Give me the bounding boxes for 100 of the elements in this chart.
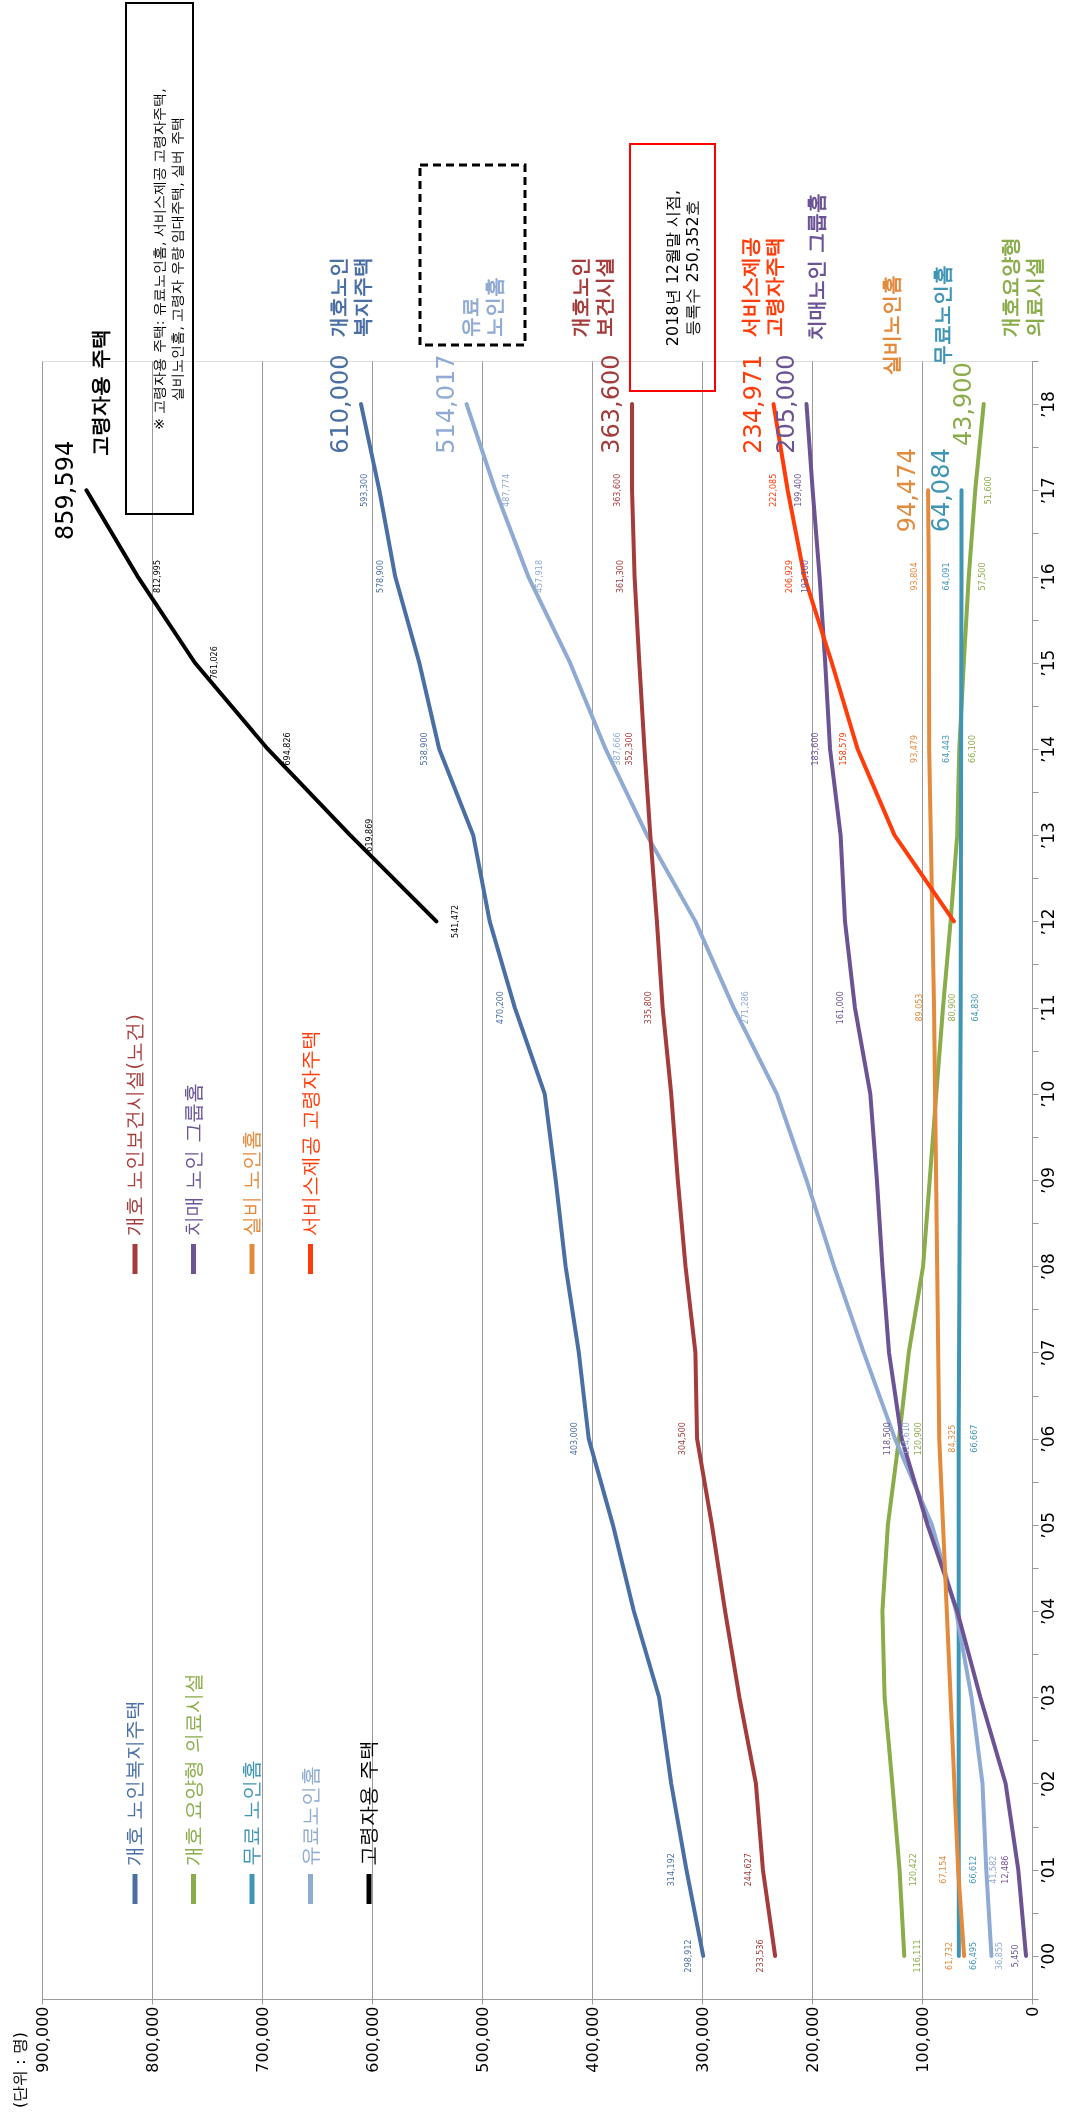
y-tick-label: ’06 [1037,1425,1058,1453]
x-tick-label: 800,000 [142,2006,162,2073]
y-tick-label: ’18 [1037,391,1058,419]
data-label: 93,804 [909,562,919,591]
data-label: 271,286 [740,991,750,1025]
data-label: 363,600 [597,354,626,454]
text: 서비스제공 고령자주택 [297,1029,322,1236]
text: 개호 노인보건시설(노건) [122,1014,146,1236]
data-label: 233,536 [756,1939,766,1973]
data-label: 158,579 [838,732,848,766]
data-label: 363,600 [613,473,623,507]
data-label: 120,422 [908,1853,918,1887]
x-tick-label: 600,000 [362,2006,382,2073]
text: 치매 노인 그룹홈 [180,1083,205,1236]
data-label: 5,450 [1011,1944,1021,1968]
x-tick-label: 200,000 [802,2006,822,2073]
data-label: 80,900 [948,993,958,1022]
data-label: 67,154 [939,1855,949,1884]
data-label: 118,500 [882,1422,892,1456]
data-label: 64,084 [926,448,955,533]
y-tick-label: ’13 [1037,822,1058,850]
data-label: 36,855 [995,1941,1005,1970]
data-label: 538,900 [420,732,430,766]
data-label: 89,053 [915,993,925,1022]
data-label: 66,612 [968,1855,978,1884]
y-tick-label: ’07 [1037,1339,1058,1367]
annotation: 실비노인홈 [879,275,903,375]
x-tick-label: 100,000 [912,2006,932,2073]
data-label: 193,100 [800,559,810,594]
data-label: 94,474 [893,448,922,533]
data-label: 470,200 [495,991,505,1025]
y-tick-label: ’08 [1037,1253,1058,1281]
data-label: 487,774 [502,473,512,507]
text: 치매노인 그룹홈 [804,193,828,340]
data-label: 66,667 [969,1424,979,1453]
data-label: 124,610 [901,1422,911,1456]
data-label: 234,971 [738,354,767,454]
data-label: 116,111 [913,1939,923,1973]
data-label: 206,929 [785,559,795,594]
data-label: 812,995 [152,559,162,594]
data-label: 514,017 [431,354,460,454]
text: 무료 노인홈 [239,1759,263,1866]
y-tick-label: ’09 [1037,1166,1058,1195]
data-label: 578,900 [376,559,386,594]
x-tick-label: 500,000 [472,2006,492,2073]
text: 실비 노인홈 [239,1129,263,1236]
data-label: 120,900 [914,1422,924,1456]
y-tick-label: ’17 [1037,477,1058,505]
data-label: 51,600 [984,476,994,505]
y-tick-label: ’14 [1037,735,1058,763]
data-label: 244,627 [743,1853,753,1887]
data-label: 387,666 [612,732,622,766]
data-label: 859,594 [51,440,80,540]
x-tick-label: 0 [1022,2006,1042,2017]
data-label: 694,826 [282,732,292,766]
data-label: 12,486 [1001,1855,1011,1884]
text: 개호요양형 의료시설 [998,237,1046,337]
annotation: 고령자용 주택 [88,329,112,456]
text: 서비스제공 고령자주택 [738,237,786,337]
data-label: 93,479 [910,734,920,763]
text: 개호노인 복지주택 [326,257,374,337]
y-tick-label: ’01 [1037,1856,1058,1884]
data-label: 314,192 [667,1853,677,1887]
data-label: 66,495 [968,1941,978,1970]
data-label: 183,600 [811,732,821,766]
x-tick-label: 700,000 [252,2006,272,2073]
data-label: 761,026 [209,646,219,680]
x-tick-label: 300,000 [692,2006,712,2073]
y-tick-label: ’11 [1037,994,1058,1022]
data-label: 43,900 [948,362,977,447]
y-tick-label: ’10 [1037,1080,1058,1108]
data-label: 66,100 [968,734,978,763]
data-label: 161,000 [835,991,845,1025]
annotation: 무료노인홈 [930,265,954,365]
y-tick-label: ’16 [1037,563,1058,591]
data-label: 64,830 [970,993,980,1022]
text: 고령자용 주택 [356,1739,380,1866]
y-tick-label: ’02 [1037,1770,1058,1798]
y-tick-label: ’15 [1037,649,1058,677]
data-label: 304,500 [678,1422,688,1456]
x-tick-label: 400,000 [582,2006,602,2073]
text: 유료노인홈 [297,1766,322,1866]
data-label: 199,400 [793,473,803,507]
annotation: ※ 고령자용 주택: 유료노인홈, 서비스제공 고령자주택, 실비노인홈, 고령자 우량 임대주택, 실버 주택 [150,88,185,430]
text: 개호 노인복지주택 [122,1699,146,1866]
data-label: 64,443 [942,734,952,763]
text: 2018년 12월말 시점, 등록수 250,352호 [662,189,702,347]
text: (단위 : 명) [10,2031,29,2109]
data-label: 593,300 [360,473,370,507]
data-label: 222,085 [768,473,778,507]
data-label: 541,472 [451,904,461,938]
text: 개호 요양형 의료시설 [180,1673,205,1866]
data-label: 61,732 [945,1941,955,1970]
data-label: 403,000 [569,1422,579,1456]
data-label: 41,582 [989,1855,999,1884]
text: 유료 노인홈 [458,277,506,337]
y-tick-label: ’12 [1037,908,1058,936]
data-label: 205,000 [771,354,800,454]
text: 개호노인 보건시설 [568,257,616,337]
data-label: 64,091 [942,562,952,591]
